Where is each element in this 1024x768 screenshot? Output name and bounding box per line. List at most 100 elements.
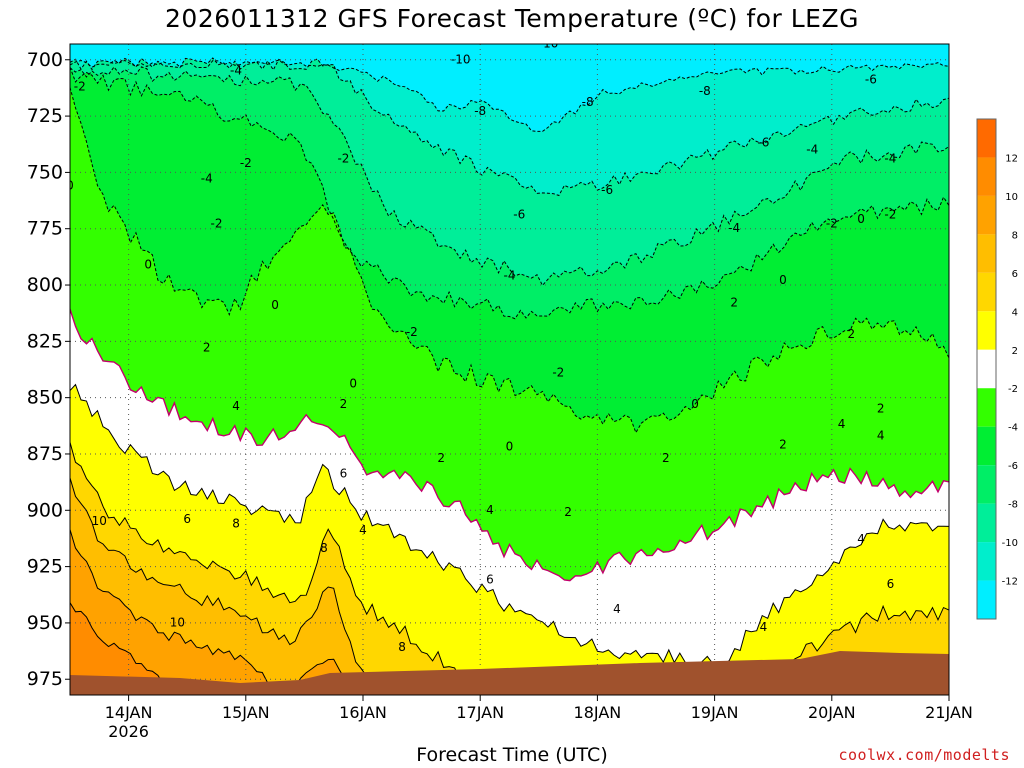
colorbar-label: 2 (1012, 346, 1018, 357)
colorbar-swatch (977, 349, 996, 389)
contour-line (70, 59, 949, 132)
y-tick-label: 950 (27, 612, 63, 634)
credit-text: coolwx.com/modelts (838, 746, 1010, 764)
contour-label: 4 (877, 428, 885, 442)
colorbar-label: -12 (1002, 577, 1018, 588)
colorbar-label: -2 (1008, 384, 1018, 395)
contour-label: -4 (201, 172, 213, 186)
colorbar-swatch (977, 157, 996, 196)
band-10to12 (70, 602, 205, 695)
contour-label: 6 (183, 512, 191, 526)
y-tick-label: 700 (27, 49, 63, 71)
contour-label: -2 (337, 151, 349, 165)
contour-label: 4 (359, 523, 367, 537)
contour-label: 0 (349, 377, 357, 391)
band-4to6 (70, 442, 949, 695)
contour-label: 4 (232, 399, 240, 413)
contour-label: 0 (506, 440, 514, 454)
contour-label: 2 (877, 401, 885, 415)
colorbar-swatch (977, 119, 996, 158)
contour-label: 6 (887, 577, 895, 591)
contour-label: 4 (857, 532, 865, 546)
contour-label: 2 (848, 327, 856, 341)
x-axis-label: Forecast Time (UTC) (416, 744, 608, 766)
y-tick-label: 725 (27, 105, 63, 127)
contour-label: -6 (601, 183, 613, 197)
contour-label: 4 (486, 503, 494, 517)
contour-label: 2 (564, 505, 572, 519)
contour-line (70, 308, 949, 582)
contour-label: 0 (144, 257, 152, 271)
contour-label: 8 (232, 516, 240, 530)
contour-line (70, 529, 360, 695)
colorbar-frame (976, 118, 997, 620)
contour-label: 0 (271, 298, 279, 312)
x-tick-label: 2026 (108, 722, 149, 741)
x-tick-label: 16JAN (339, 703, 387, 722)
colorbar-label: -6 (1008, 461, 1018, 472)
contour-line (70, 66, 949, 287)
x-tick-label: 20JAN (808, 703, 856, 722)
contour-label: -6 (865, 73, 877, 87)
contour-label: 8 (398, 640, 406, 654)
y-tick-label: 750 (27, 161, 63, 183)
contour-label: 4 (838, 417, 846, 431)
y-tick-label: 825 (27, 330, 63, 352)
y-tick-label: 800 (27, 274, 63, 296)
colorbar-swatch (977, 234, 996, 273)
ground-surface (70, 651, 949, 695)
contour-label: 0 (779, 273, 787, 287)
colorbar-swatch (977, 580, 996, 619)
contour-label: 0 (857, 212, 865, 226)
chart-title: 2026011312 GFS Forecast Temperature (ºC)… (165, 4, 859, 33)
contour-label: -2 (406, 325, 418, 339)
contour-label: -2 (74, 79, 86, 93)
contour-line (70, 383, 949, 668)
contour-line (70, 57, 949, 197)
contour-label: -4 (230, 64, 242, 78)
contour-label: 2 (340, 397, 348, 411)
contour-label: -10 (451, 52, 471, 66)
contour-label: 10 (92, 514, 107, 528)
y-tick-label: 975 (27, 668, 63, 690)
colorbar-label: -10 (1002, 538, 1018, 549)
colorbar-label: -4 (1008, 423, 1018, 434)
colorbar-label: -8 (1008, 500, 1018, 511)
contour-label: -8 (474, 104, 486, 118)
y-tick-label: 775 (27, 218, 63, 240)
x-tick-label: 21JAN (925, 703, 973, 722)
contour-label: -2 (552, 365, 564, 379)
x-tick-label: 19JAN (691, 703, 739, 722)
colorbar-swatch (977, 426, 996, 466)
contour-label: -4 (806, 142, 818, 156)
colorbar-swatch (977, 311, 996, 350)
colorbar-swatch (977, 272, 996, 312)
contour-label: -8 (699, 84, 711, 98)
colorbar-label: 4 (1012, 307, 1018, 318)
contour-label: -4 (884, 151, 896, 165)
contour-label: 0 (66, 178, 74, 192)
contour-label: 2 (730, 296, 738, 310)
contour-label: -4 (728, 221, 740, 235)
x-tick-label: 15JAN (222, 703, 270, 722)
colorbar-label: 10 (1005, 192, 1018, 203)
contour-label: 2 (203, 341, 211, 355)
y-tick-label: 875 (27, 443, 63, 465)
contour-label: -4 (504, 269, 516, 283)
colorbar-swatch (977, 542, 996, 581)
y-tick-label: 900 (27, 499, 63, 521)
contour-label: -2 (240, 156, 252, 170)
contour-label: -10 (539, 37, 559, 51)
colorbar-swatch (977, 465, 996, 504)
contour-label: 0 (691, 397, 699, 411)
contour-label: 8 (320, 541, 328, 555)
contour-label: 2 (662, 451, 670, 465)
y-tick-label: 850 (27, 387, 63, 409)
plot-frame (69, 43, 950, 696)
contour-label: -8 (582, 95, 594, 109)
contour-label: 10 (170, 615, 185, 629)
colorbar-label: 12 (1005, 153, 1018, 164)
colorbar-label: 8 (1012, 230, 1018, 241)
contour-label: 2 (437, 451, 445, 465)
